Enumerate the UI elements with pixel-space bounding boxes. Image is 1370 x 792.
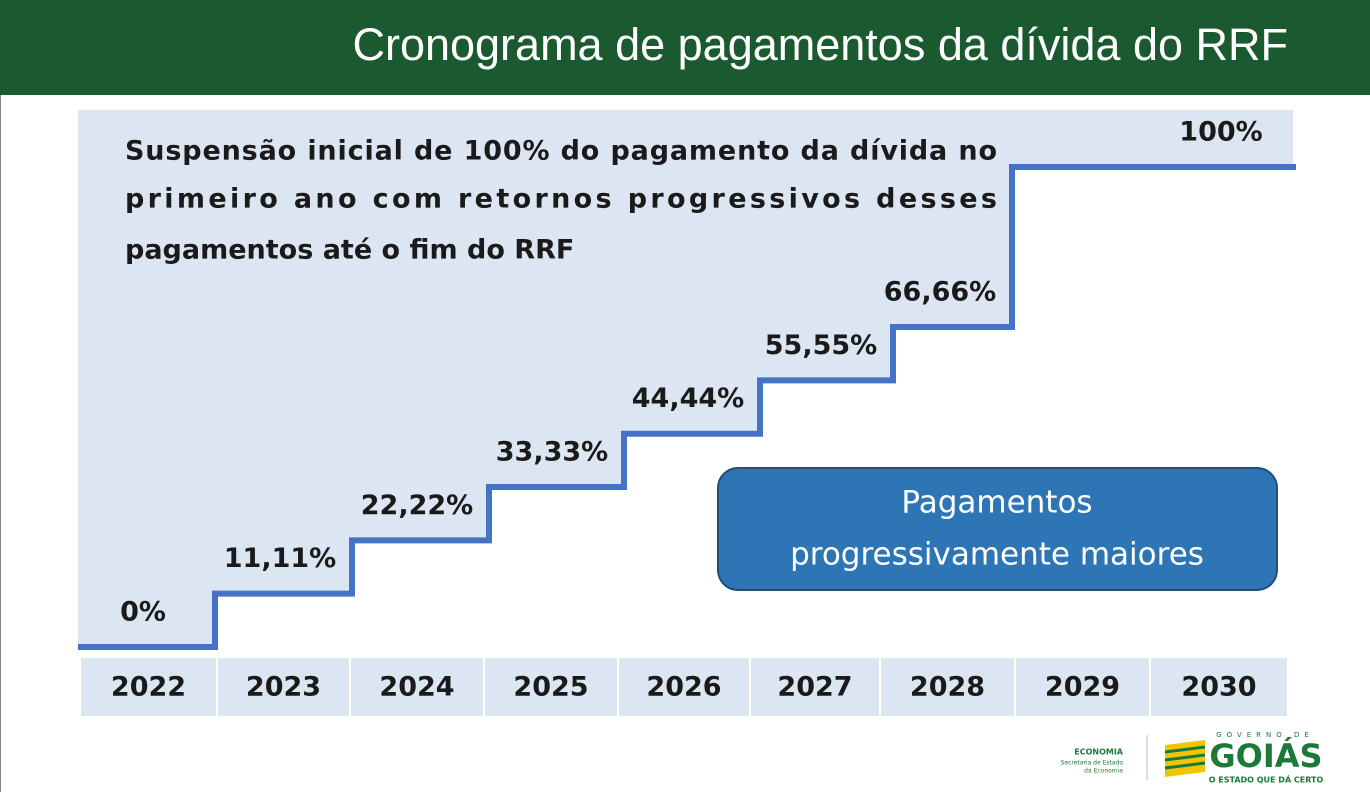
callout-box xyxy=(717,467,1278,591)
x-tick-label: 2025 xyxy=(513,672,588,703)
slide-title: Cronograma de pagamentos da dívida do RR… xyxy=(352,19,1288,70)
x-tick-label: 2022 xyxy=(111,672,186,703)
x-tick-label: 2028 xyxy=(910,672,985,703)
annotation-line: Suspensão inicial de 100% do pagamento d… xyxy=(125,136,997,167)
year-cell xyxy=(1016,658,1149,716)
annotation-line: primeiro ano com retornos progressivos d… xyxy=(125,184,997,215)
footer-secretaria: Secretaria de Estado xyxy=(1061,760,1124,767)
x-tick-label: 2029 xyxy=(1045,672,1120,703)
footer-governo: GOVERNO DE xyxy=(1216,731,1314,739)
year-cell xyxy=(351,658,483,716)
footer-slogan: O ESTADO QUE DÁ CERTO xyxy=(1209,774,1324,785)
value-label: 66,66% xyxy=(884,277,996,308)
value-label: 33,33% xyxy=(496,437,608,468)
x-tick-label: 2030 xyxy=(1181,672,1256,703)
x-tick-label: 2024 xyxy=(379,672,454,703)
value-label: 44,44% xyxy=(632,383,744,414)
annotation-line: pagamentos até o fim do RRF xyxy=(125,235,574,266)
value-label: 22,22% xyxy=(361,490,473,521)
value-label: 100% xyxy=(1179,117,1262,148)
x-tick-label: 2023 xyxy=(246,672,321,703)
year-cell xyxy=(751,658,879,716)
x-tick-label: 2027 xyxy=(777,672,852,703)
year-cell xyxy=(81,658,216,716)
year-cell xyxy=(1151,658,1287,716)
value-label: 11,11% xyxy=(224,543,336,574)
year-cell xyxy=(485,658,617,716)
footer-secretaria: da Economia xyxy=(1084,768,1123,775)
value-label: 0% xyxy=(120,597,166,628)
logo-stripes xyxy=(1164,745,1206,770)
callout-text: progressivamente maiores xyxy=(790,537,1204,573)
header-bar xyxy=(0,0,1370,95)
footer-goias: GOIÁS xyxy=(1209,737,1322,775)
year-cell xyxy=(619,658,749,716)
value-label: 55,55% xyxy=(765,330,877,361)
year-cell xyxy=(218,658,349,716)
year-cell xyxy=(881,658,1014,716)
callout-text: Pagamentos xyxy=(901,485,1092,521)
footer-economia: ECONOMIA xyxy=(1074,748,1124,757)
x-tick-label: 2026 xyxy=(646,672,721,703)
